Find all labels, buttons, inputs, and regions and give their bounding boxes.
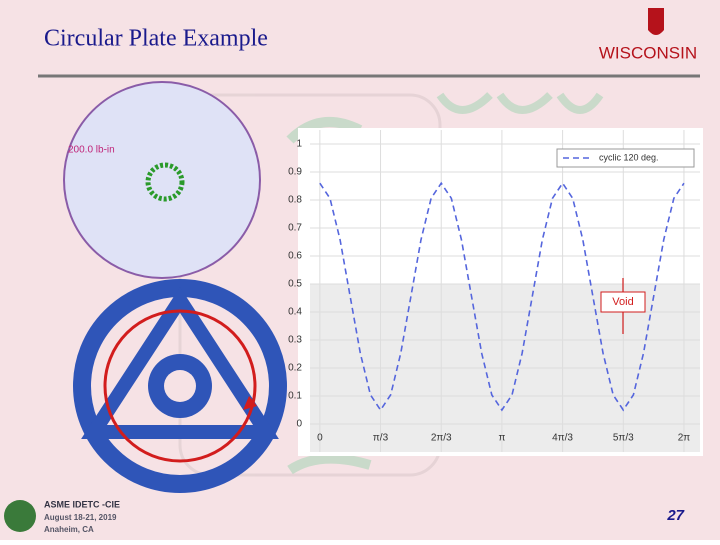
y-tick-label: 0.3 — [288, 335, 302, 346]
plate — [63, 81, 261, 279]
x-tick-label: π — [498, 433, 505, 444]
y-tick-label: 0.8 — [288, 195, 302, 206]
y-tick-label: 0.6 — [288, 251, 302, 262]
slide-title: Circular Plate Example — [44, 26, 268, 52]
y-tick-label: 1 — [296, 139, 302, 150]
y-tick-label: 0.9 — [288, 167, 302, 178]
legend-label: cyclic 120 deg. — [599, 152, 659, 162]
x-tick-label: π/3 — [373, 433, 389, 444]
logo-text: WISCONSIN — [599, 43, 697, 62]
y-tick-label: 0.7 — [288, 223, 302, 234]
y-tick-label: 0.5 — [288, 279, 302, 290]
x-tick-label: 5π/3 — [613, 433, 634, 444]
y-tick-label: 0.1 — [288, 391, 302, 402]
legend-box — [556, 148, 695, 168]
x-tick-label: 0 — [317, 433, 323, 444]
footer-line: Anaheim, CA — [44, 525, 94, 534]
x-tick-label: 2π/3 — [431, 433, 452, 444]
annotation-box — [600, 291, 646, 313]
logo-crest — [648, 8, 664, 35]
footer-line: ASME IDETC -CIE — [44, 499, 120, 509]
y-tick-label: 0.4 — [288, 307, 302, 318]
x-tick-label: 4π/3 — [552, 433, 573, 444]
plate-hole — [145, 162, 185, 202]
footer-logo — [4, 500, 36, 532]
y-tick-label: 0 — [296, 419, 302, 430]
annotation: Void — [612, 296, 633, 308]
series-line — [319, 181, 685, 412]
footer-line: August 18-21, 2019 — [44, 513, 117, 522]
load-label: 200.0 lb-in — [68, 145, 115, 156]
page-number: 27 — [666, 507, 684, 524]
x-tick-label: 2π — [678, 433, 691, 444]
y-tick-label: 0.2 — [288, 363, 302, 374]
design — [73, 279, 287, 493]
chart: 0 0.1 0.2 0.3 0.4 0.5 0.6 0.7 0.8 0.9 1 0 π/3 2π/3 π 4π… — [288, 130, 700, 452]
